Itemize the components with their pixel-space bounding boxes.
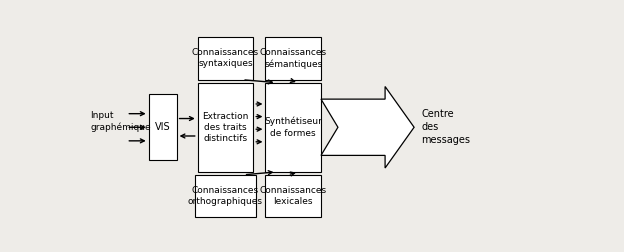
Text: Connaissances
lexicales: Connaissances lexicales: [260, 186, 327, 206]
FancyBboxPatch shape: [195, 175, 256, 217]
Text: Extraction
des traits
distinctifs: Extraction des traits distinctifs: [202, 112, 249, 143]
Text: Synthétiseur
de formes: Synthétiseur de formes: [265, 117, 322, 138]
Text: Connaissances
sémantiques: Connaissances sémantiques: [260, 48, 327, 69]
FancyBboxPatch shape: [265, 83, 321, 172]
FancyBboxPatch shape: [265, 175, 321, 217]
FancyBboxPatch shape: [198, 83, 253, 172]
FancyBboxPatch shape: [265, 37, 321, 80]
Text: VIS: VIS: [155, 122, 170, 132]
Text: Connaissances
syntaxiques: Connaissances syntaxiques: [192, 48, 259, 69]
FancyBboxPatch shape: [149, 94, 177, 160]
Text: Connaissances
orthographiques: Connaissances orthographiques: [188, 186, 263, 206]
FancyBboxPatch shape: [198, 37, 253, 80]
Text: Centre
des
messages: Centre des messages: [421, 109, 470, 145]
Text: Input
graphémique: Input graphémique: [90, 111, 151, 132]
Polygon shape: [321, 86, 414, 168]
